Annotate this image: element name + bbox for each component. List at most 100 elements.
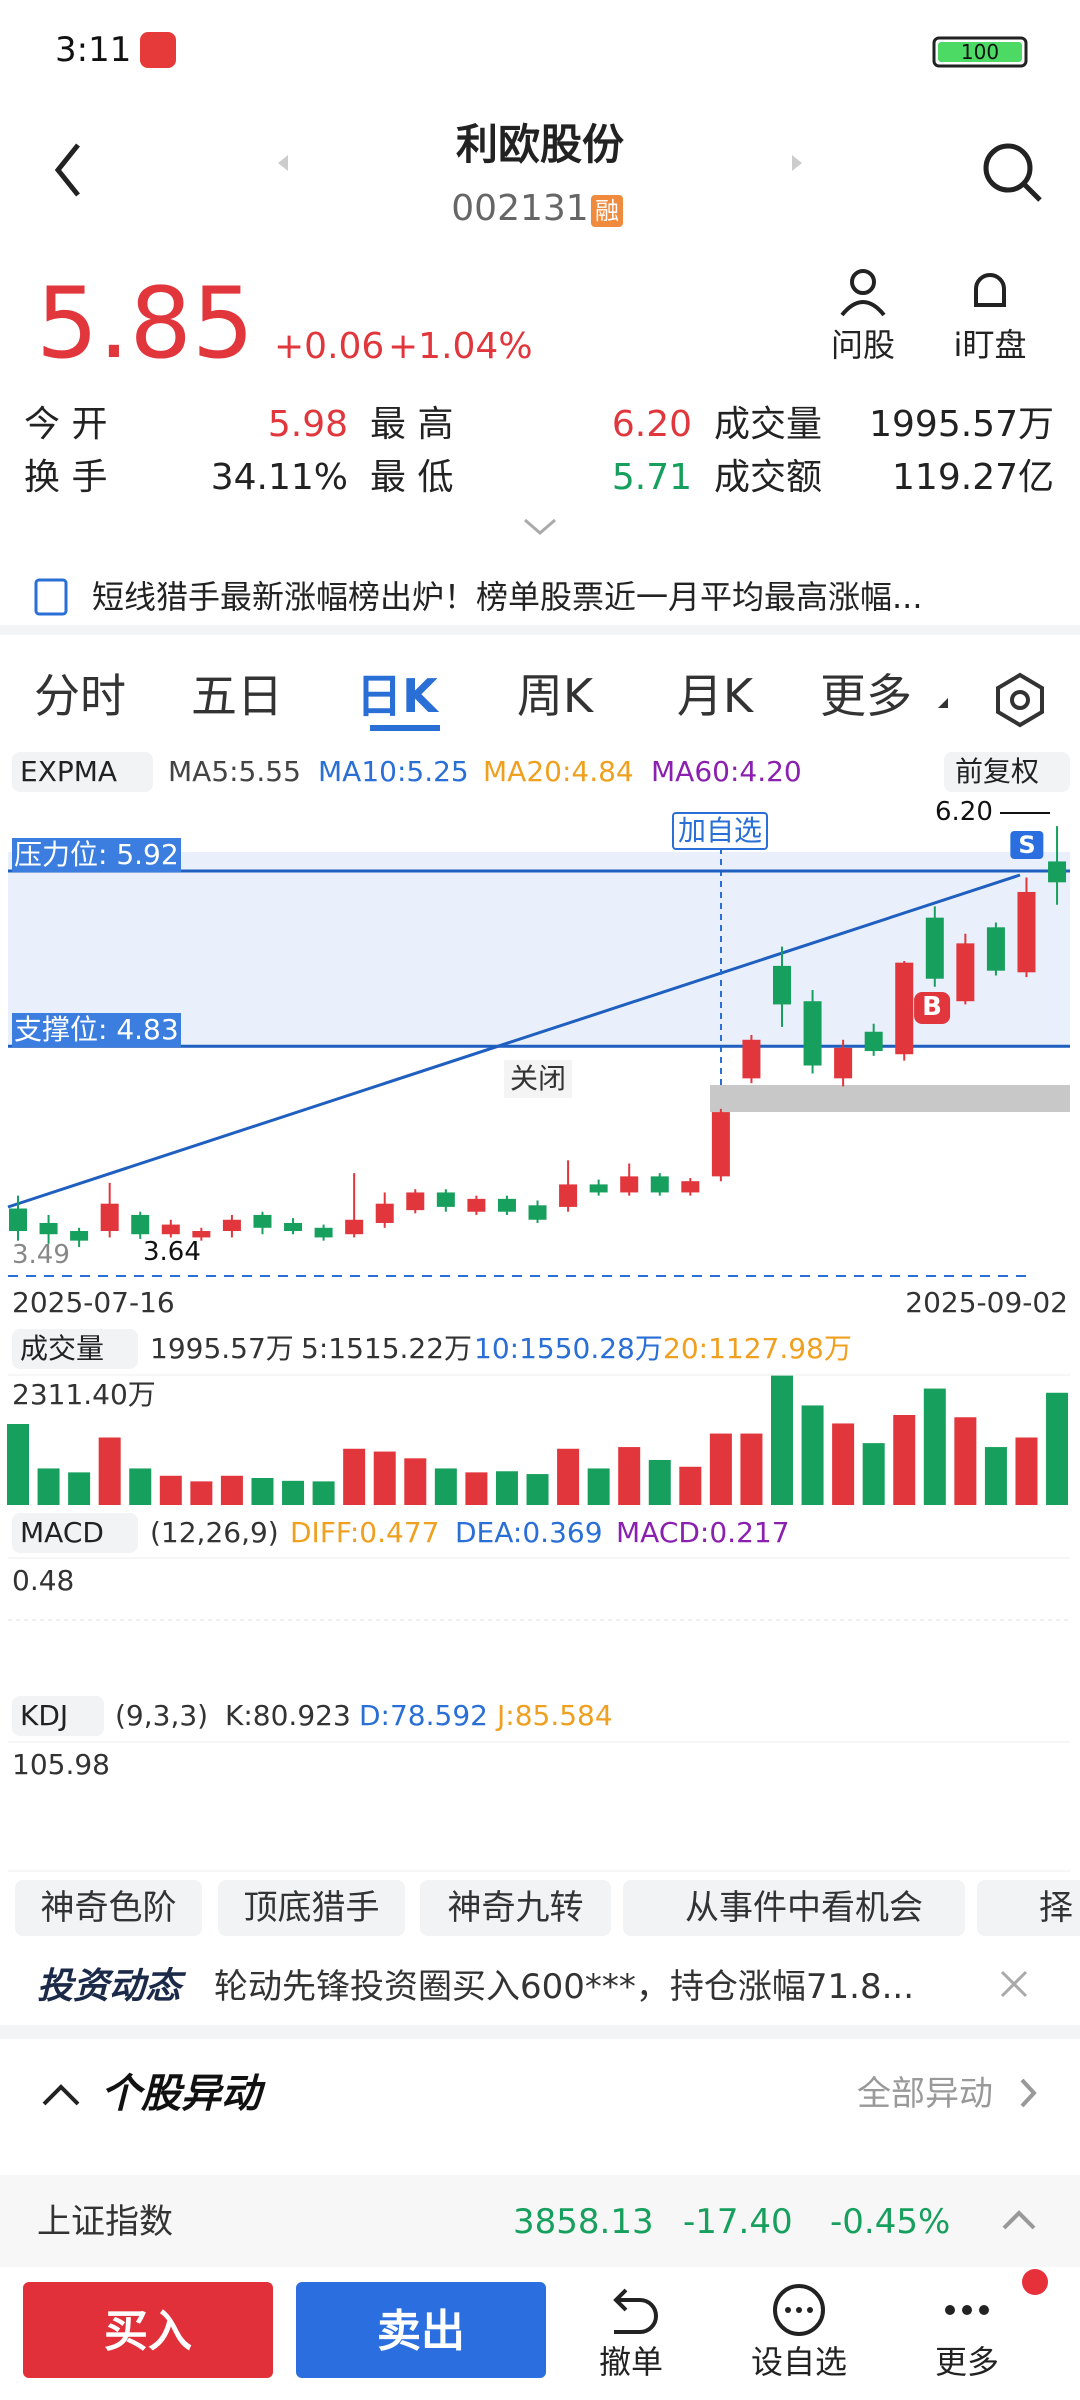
divider	[0, 625, 1080, 635]
prev-arrow[interactable]	[278, 155, 288, 171]
undo-icon[interactable]	[613, 2288, 658, 2334]
tab[interactable]: 分时	[34, 669, 126, 724]
dot[interactable]	[945, 2305, 955, 2315]
indicator-name: EXPMA	[20, 755, 118, 789]
back-icon[interactable]	[54, 143, 80, 197]
candle-body	[1048, 861, 1067, 883]
ma-value: MA20:4.84	[483, 755, 634, 789]
chip-label[interactable]: 神奇色阶	[40, 1887, 177, 1928]
volume-bar	[801, 1405, 824, 1505]
chip[interactable]	[218, 1880, 405, 1936]
chip[interactable]	[977, 1880, 1080, 1936]
volume-bar	[159, 1475, 182, 1505]
expand-icon[interactable]	[524, 518, 556, 535]
adjust-select[interactable]	[944, 752, 1070, 792]
volume-bar	[526, 1474, 549, 1505]
chevron[interactable]	[1020, 2078, 1037, 2108]
volume-bar	[1046, 1392, 1069, 1505]
dot	[962, 2305, 972, 2315]
tab[interactable]: 周K	[516, 669, 594, 724]
candle-body	[773, 965, 791, 1005]
candle-body	[375, 1203, 394, 1223]
chip-label[interactable]: 择	[1039, 1887, 1073, 1928]
adjust[interactable]: 前复权	[955, 755, 1040, 789]
panel-name: KDJ	[20, 1699, 69, 1733]
news[interactable]: 短线猎手最新涨幅榜出炉！榜单股票近一月平均最高涨幅...	[92, 577, 923, 616]
tab[interactable]: 月K	[676, 669, 754, 724]
chip[interactable]	[15, 1880, 202, 1936]
volume-bar	[923, 1388, 946, 1505]
tab[interactable]: 更多	[820, 669, 912, 724]
volume-bar	[954, 1417, 977, 1505]
stat-value: 6.20	[611, 404, 692, 446]
action[interactable]: 问股	[830, 325, 896, 364]
candle-body	[161, 1224, 180, 1235]
panel-name: MACD	[20, 1516, 104, 1550]
volume-bar	[832, 1423, 855, 1505]
bottom-action[interactable]: 设自选	[750, 2342, 848, 2381]
sell-label[interactable]: 卖出	[377, 2305, 465, 2357]
change: +0.06	[274, 326, 385, 368]
action[interactable]: i盯盘	[953, 325, 1027, 364]
ma-value: MA5:5.55	[168, 755, 301, 789]
level-label: 压力位: 5.92	[12, 838, 181, 872]
stat-label: 今 开	[24, 404, 108, 446]
high-label: 6.20	[935, 797, 993, 828]
chip-label[interactable]: 从事件中看机会	[685, 1887, 923, 1928]
chip-label[interactable]: 神奇九转	[447, 1887, 584, 1928]
dot	[979, 2305, 989, 2315]
bell-icon[interactable]	[974, 273, 1006, 307]
gap-band	[710, 1085, 1070, 1112]
settings-icon[interactable]	[996, 672, 1044, 728]
stat-value: 5.98	[267, 404, 348, 446]
bottom-action[interactable]: 撤单	[598, 2342, 664, 2381]
range-band	[8, 852, 1070, 1048]
volume-bar	[648, 1460, 671, 1505]
volume-select[interactable]	[12, 1329, 138, 1369]
buy-marker: B	[914, 992, 950, 1024]
panel-params: (9,3,3)	[115, 1699, 209, 1733]
section-link[interactable]: 全部异动	[857, 2073, 993, 2114]
tab[interactable]: 日K	[356, 669, 438, 724]
volume-stat: 10:1550.28万	[474, 1332, 663, 1366]
panel-select[interactable]	[12, 1696, 104, 1736]
candle-body	[864, 1031, 883, 1052]
next-arrow[interactable]	[792, 155, 802, 171]
sell-marker: S	[1010, 830, 1044, 860]
candle-body	[222, 1219, 241, 1232]
ask-icon[interactable]	[850, 269, 876, 295]
tab[interactable]: 五日	[191, 669, 283, 724]
expand-icon[interactable]	[1002, 2210, 1036, 2230]
search-icon[interactable]	[983, 143, 1033, 193]
chip[interactable]	[623, 1880, 965, 1936]
search-icon	[1022, 182, 1042, 202]
price: 5.85	[36, 267, 255, 382]
settings-icon	[1010, 690, 1030, 710]
chip-label[interactable]: 顶底猎手	[243, 1887, 380, 1928]
feed-text[interactable]: 轮动先锋投资圈买入600***，持仓涨幅71.8...	[214, 1966, 915, 2007]
low-label: 3.64	[143, 1237, 201, 1268]
close-button[interactable]: 关闭	[503, 1060, 573, 1098]
collapse-icon[interactable]	[42, 2084, 80, 2106]
change-pct: +1.04%	[388, 326, 533, 368]
volume-bar	[1015, 1437, 1038, 1505]
buy-button[interactable]	[23, 2282, 273, 2378]
chip[interactable]	[420, 1880, 611, 1936]
y-tick-label: 105.98	[12, 1748, 110, 1782]
panel-value: K:80.923	[225, 1699, 351, 1733]
watch-icon[interactable]	[773, 2284, 825, 2336]
stock-code: 002131	[451, 188, 589, 230]
bottom-action[interactable]: 更多	[934, 2342, 1000, 2381]
stat-label: 最 低	[370, 457, 454, 499]
sell-button[interactable]	[296, 2282, 546, 2378]
candle-body	[467, 1198, 486, 1212]
stat-label: 成交量	[714, 404, 823, 446]
indicator-select[interactable]	[12, 752, 153, 792]
candle-body	[192, 1231, 211, 1238]
panel-value: J:85.584	[497, 1699, 613, 1733]
buy-label[interactable]: 买入	[104, 2305, 192, 2357]
add-watch[interactable]: 加自选	[671, 812, 769, 850]
volume-bar	[587, 1468, 610, 1505]
panel-select[interactable]	[12, 1513, 138, 1553]
